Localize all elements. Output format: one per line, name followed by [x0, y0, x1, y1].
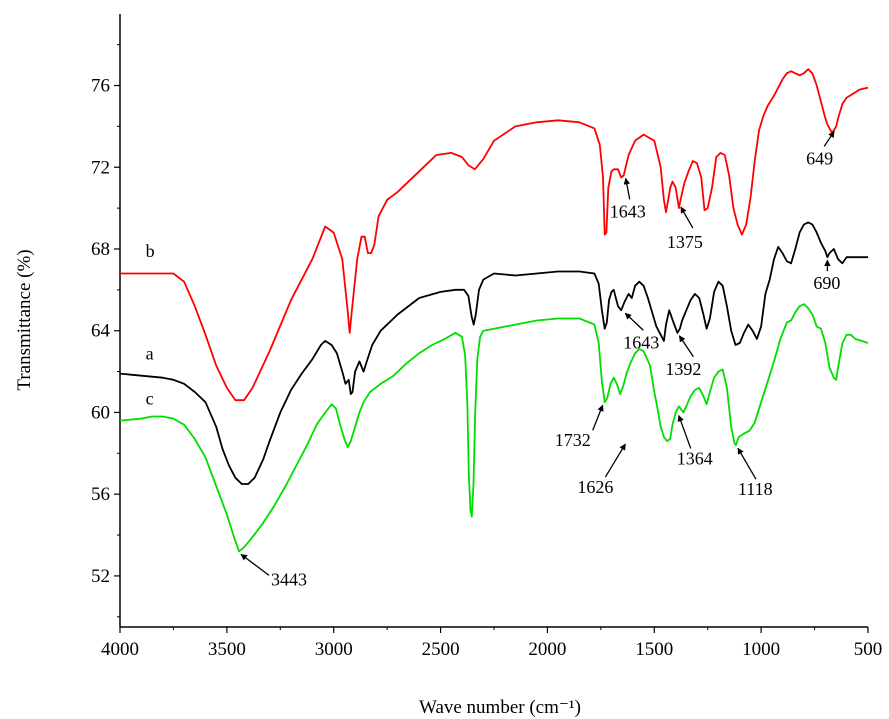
- series-layer: b a c: [119, 68, 869, 553]
- series-line-a: [119, 221, 868, 485]
- annotation-label: 3443: [271, 569, 307, 589]
- y-tick-label: 76: [91, 76, 110, 97]
- y-axis-label: Transmittance (%): [14, 249, 35, 390]
- x-tick-label: 1500: [635, 639, 673, 660]
- y-tick-label: 64: [91, 321, 111, 342]
- series-label-b: b: [146, 241, 155, 261]
- chart-axes: 4000 3500 3000 2500 2000 1500 1000 500 52 56 60 64 6…: [91, 14, 882, 660]
- x-tick-label: 3000: [315, 639, 353, 660]
- annotation-arrow: [240, 553, 270, 576]
- annotation-arrow: [678, 335, 694, 358]
- x-tick-label: 1000: [742, 639, 780, 660]
- annotation-arrow: [823, 130, 835, 147]
- annotation-arrow: [604, 443, 626, 478]
- annotation-arrow: [737, 447, 757, 480]
- series-label-c: c: [146, 388, 154, 408]
- annotation-label: 1364: [677, 448, 713, 468]
- annotation-layer: 3443 1732 1626 1364 1118 1643 1392 690 1643 1375 6…: [240, 130, 840, 589]
- x-tick-label: 2000: [528, 639, 566, 660]
- annotation-label: 649: [806, 148, 833, 168]
- x-tick-label: 3500: [208, 639, 246, 660]
- annotation-label: 1118: [738, 479, 773, 499]
- series-label-a: a: [146, 343, 154, 363]
- y-tick-label: 56: [91, 484, 110, 505]
- annotation-label: 1626: [577, 477, 613, 497]
- annotation-arrow: [623, 177, 631, 200]
- annotation-label: 1375: [667, 232, 703, 252]
- annotation-arrow: [680, 206, 694, 229]
- annotation-arrow: [592, 404, 604, 431]
- annotation-label: 1643: [610, 201, 646, 221]
- x-axis-label: Wave number (cm⁻¹): [419, 697, 581, 718]
- annotation-label: 1732: [555, 430, 591, 450]
- series-line-b: [120, 68, 869, 402]
- y-tick-label: 68: [91, 239, 110, 260]
- annotation-arrow: [624, 312, 644, 331]
- annotation-label: 1643: [623, 332, 659, 352]
- y-tick-label: 52: [91, 566, 110, 587]
- annotation-label: 690: [813, 273, 840, 293]
- series-line-c: [119, 303, 869, 553]
- y-tick-label: 60: [91, 402, 110, 423]
- x-tick-label: 2500: [422, 639, 460, 660]
- y-tick-label: 72: [91, 157, 110, 178]
- annotation-label: 1392: [665, 359, 701, 379]
- x-tick-label: 500: [854, 639, 883, 660]
- x-tick-label: 4000: [101, 639, 139, 660]
- annotation-arrow: [677, 414, 692, 449]
